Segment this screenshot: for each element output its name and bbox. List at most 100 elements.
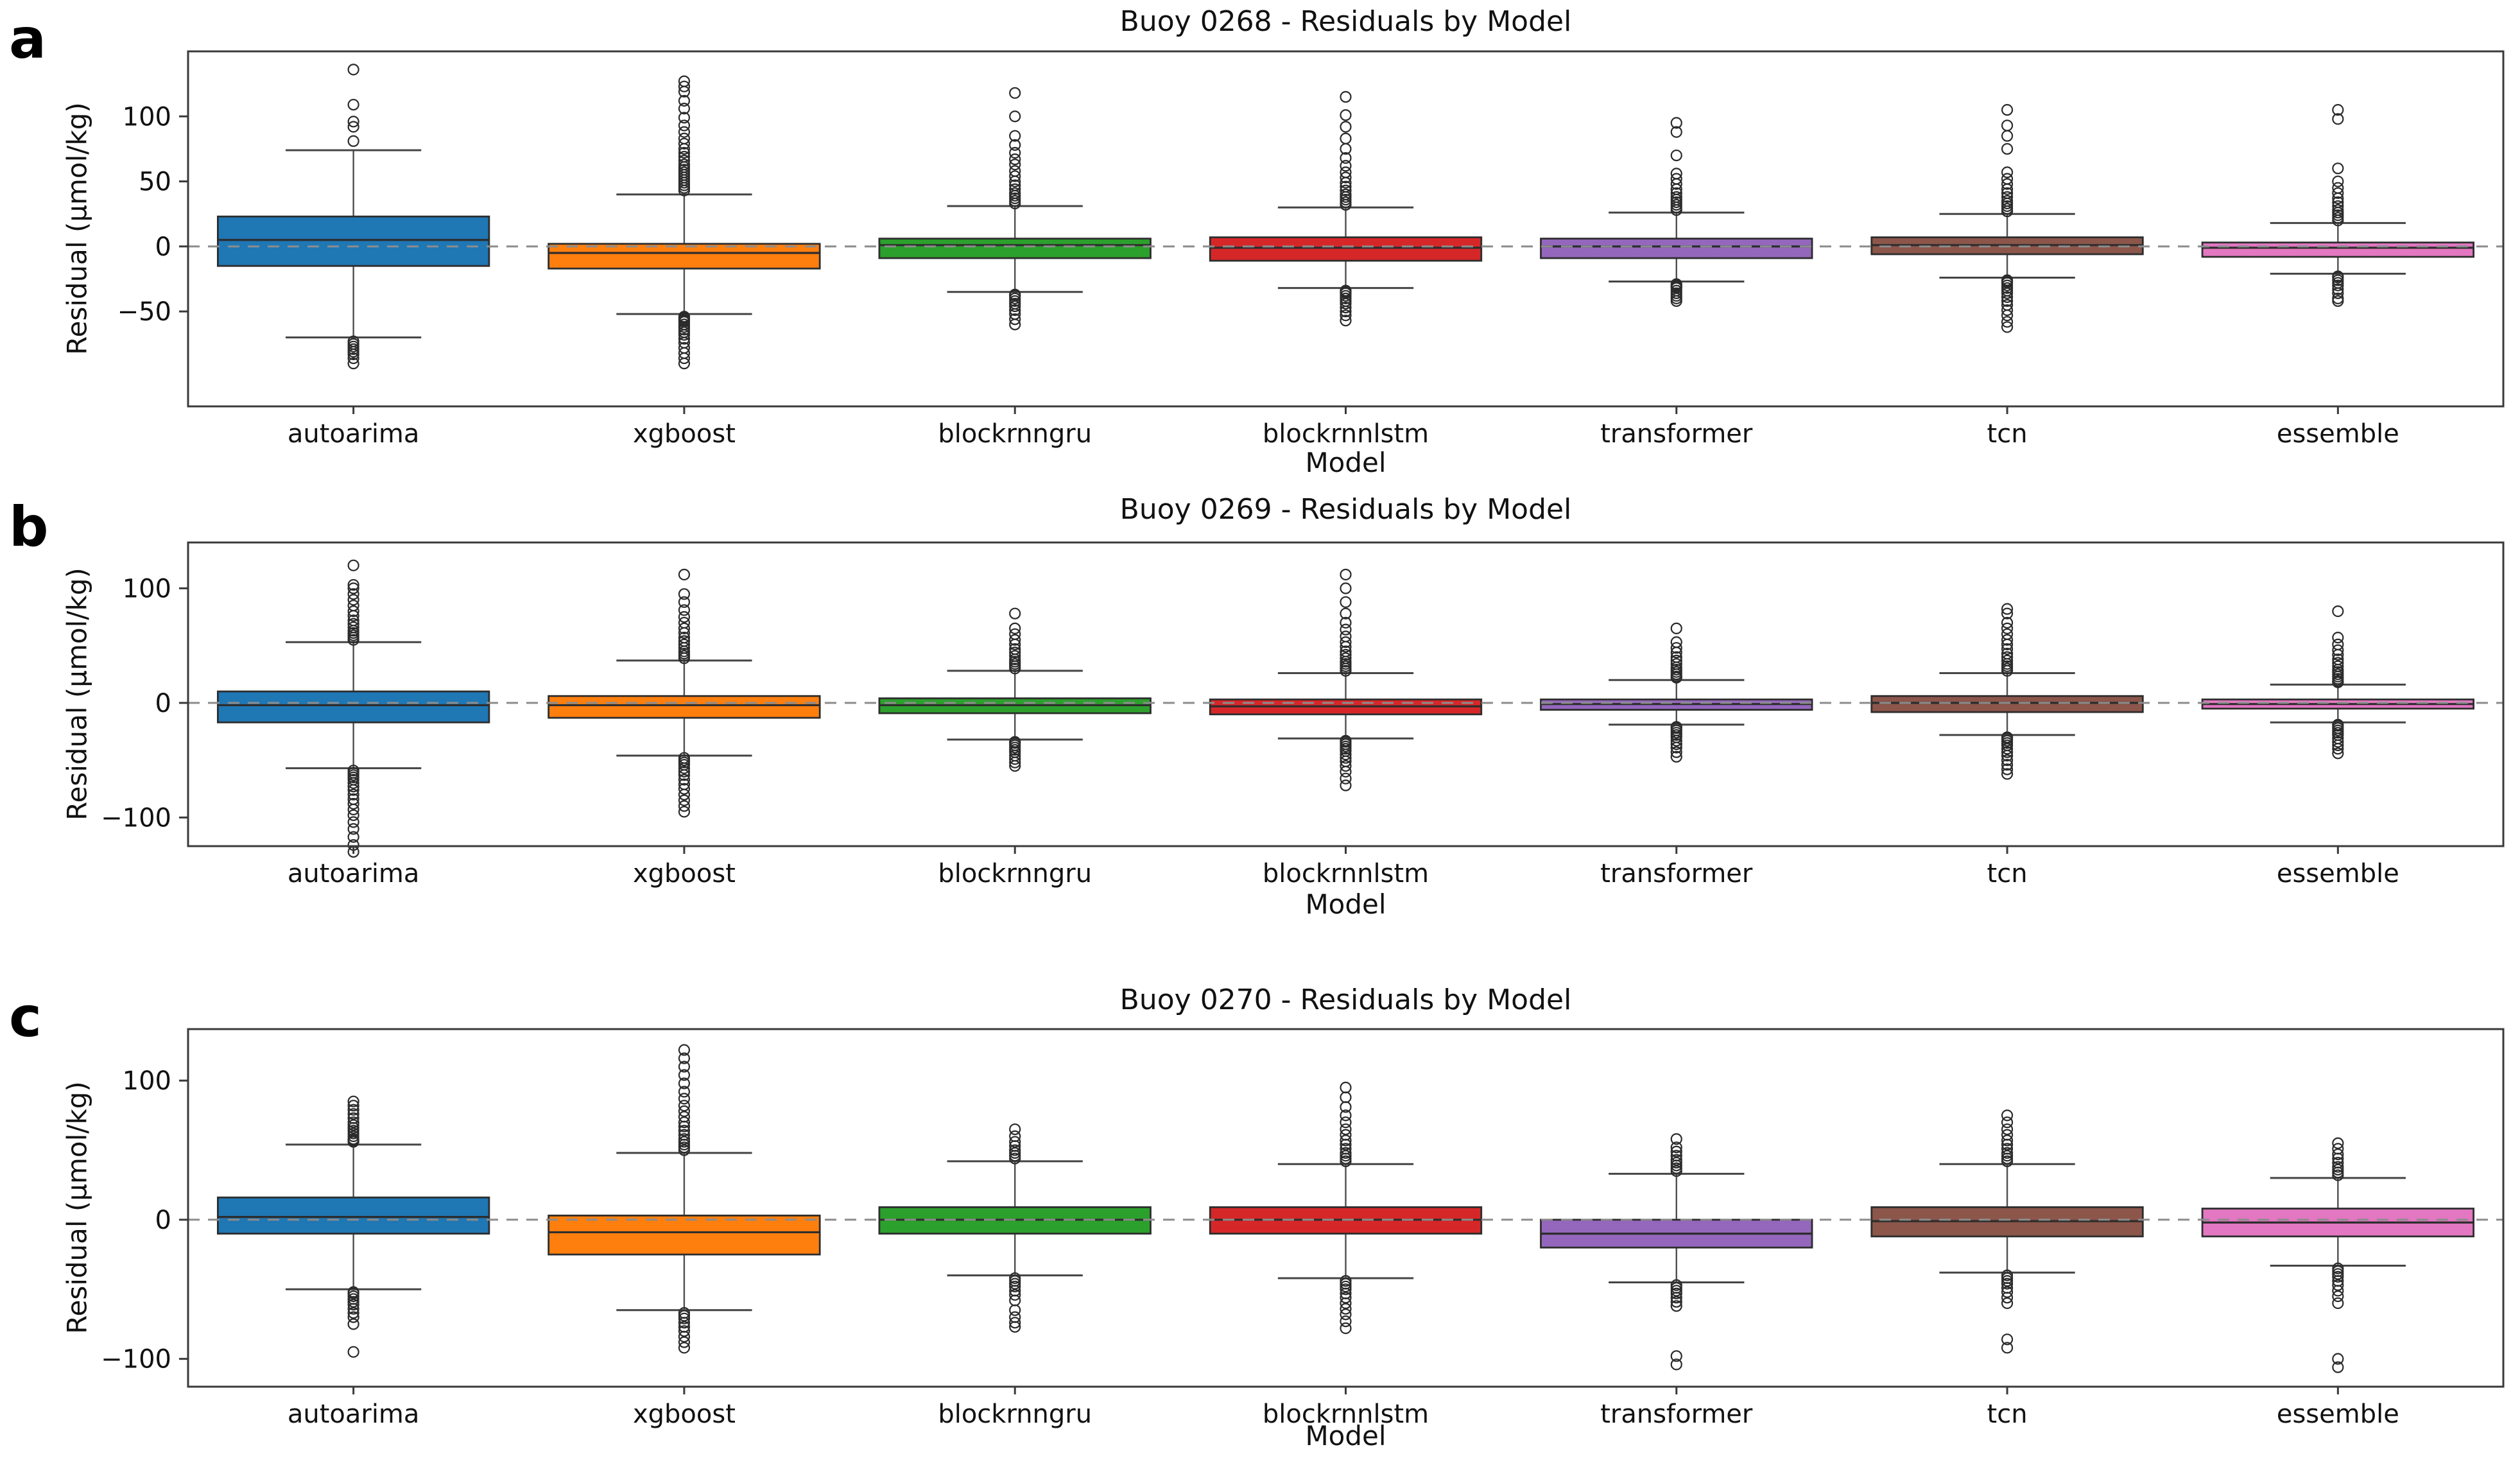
outlier-point — [678, 329, 691, 341]
outlier-point — [1340, 749, 1352, 761]
outlier-point — [347, 1095, 359, 1107]
y-tick-label: 0 — [155, 689, 171, 718]
outlier-point — [347, 797, 359, 810]
outlier-point — [347, 559, 359, 571]
outlier-point — [2332, 196, 2344, 209]
panel-title-b: Buoy 0269 - Residuals by Model — [1119, 493, 1572, 526]
outlier-point — [347, 121, 359, 133]
outlier-point — [347, 578, 359, 591]
outlier-point — [1009, 756, 1021, 768]
x-tick-label-tcn: tcn — [1987, 419, 2028, 449]
outlier-point — [347, 1116, 359, 1129]
boxplot-blockrnngru — [878, 205, 1152, 293]
outlier-point — [2001, 616, 2014, 629]
outlier-point — [1009, 634, 1021, 646]
outlier-point — [347, 1100, 359, 1112]
box-tcn — [1870, 695, 2144, 713]
outlier-point — [2332, 200, 2344, 212]
outlier-point — [678, 333, 691, 345]
y-tick-label: 100 — [123, 574, 171, 603]
outlier-point — [347, 600, 359, 612]
boxplot-tcn — [1870, 212, 2144, 279]
outlier-point — [2001, 1342, 2014, 1354]
outlier-point — [347, 594, 359, 606]
outlier-point — [1009, 1280, 1021, 1293]
outlier-point — [2332, 175, 2344, 187]
outlier-point — [1340, 188, 1352, 200]
outlier-point — [678, 1116, 691, 1129]
outlier-point — [347, 816, 359, 828]
outliers-essemble — [2332, 605, 2344, 759]
outlier-point — [2001, 166, 2014, 178]
outlier-point — [678, 604, 691, 616]
outlier-point — [1670, 1300, 1682, 1312]
outlier-point — [2001, 654, 2014, 666]
outlier-point — [678, 794, 691, 806]
outlier-point — [678, 783, 691, 795]
x-tick-label-blockrnnlstm: blockrnnlstm — [1263, 859, 1429, 889]
outlier-point — [2001, 304, 2014, 316]
outlier-point — [2001, 743, 2014, 755]
outlier-point — [1340, 152, 1352, 164]
outlier-point — [1340, 309, 1352, 322]
outlier-point — [678, 635, 691, 647]
outlier-point — [1670, 173, 1682, 185]
outlier-point — [2001, 754, 2014, 767]
outlier-point — [1340, 636, 1352, 648]
outlier-point — [678, 622, 691, 634]
panel-a: 100 50 0 −50 autoarima xgboost blockrnngru bloc… — [117, 50, 2505, 449]
outlier-point — [678, 126, 691, 138]
outlier-point — [2001, 1147, 2014, 1159]
x-tick-label-xgboost: xgboost — [633, 1400, 736, 1429]
outlier-point — [1340, 301, 1352, 314]
outlier-point — [2001, 119, 2014, 132]
outlier-point — [2332, 743, 2344, 755]
outliers-blockrnnlstm — [1340, 568, 1352, 792]
boxplot-transformer — [1540, 1172, 1813, 1283]
outliers-xgboost — [678, 1044, 691, 1354]
outlier-point — [2001, 763, 2014, 776]
boxplot-xgboost — [548, 659, 821, 757]
panel-letter-b: b — [9, 495, 49, 559]
outlier-point — [2332, 632, 2344, 644]
outlier-point — [1009, 318, 1021, 331]
outlier-point — [2001, 321, 2014, 333]
outlier-point — [2332, 1285, 2344, 1297]
outliers-autoarima — [347, 559, 359, 858]
outlier-point — [1340, 306, 1352, 318]
outlier-point — [2001, 643, 2014, 655]
outlier-point — [678, 150, 691, 163]
outlier-point — [678, 1317, 691, 1329]
outlier-point — [2001, 1333, 2014, 1346]
outlier-point — [1009, 130, 1021, 142]
outlier-point — [1340, 1147, 1352, 1159]
outlier-point — [2332, 653, 2344, 666]
outlier-point — [1340, 109, 1352, 121]
outlier-point — [347, 784, 359, 796]
outlier-point — [678, 1044, 691, 1056]
outlier-point — [678, 137, 691, 150]
outlier-point — [2332, 295, 2344, 308]
outlier-point — [678, 1093, 691, 1105]
outlier-point — [347, 614, 359, 627]
outlier-point — [1670, 1292, 1682, 1304]
outlier-point — [1009, 646, 1021, 659]
outlier-point — [2332, 736, 2344, 748]
outlier-point — [1009, 165, 1021, 177]
outlier-point — [678, 568, 691, 581]
outlier-point — [347, 1303, 359, 1315]
outlier-point — [1009, 607, 1021, 620]
x-tick-label-essemble: essemble — [2277, 419, 2399, 449]
y-axis-label-c: Residual (μmol/kg) — [61, 1081, 93, 1334]
panel-letter-c: c — [9, 985, 42, 1050]
outlier-point — [678, 762, 691, 774]
outlier-point — [2332, 638, 2344, 650]
outlier-point — [1670, 741, 1682, 754]
outlier-point — [1670, 1287, 1682, 1299]
outlier-point — [1670, 168, 1682, 180]
outlier-point — [2332, 1290, 2344, 1303]
outlier-point — [2001, 1292, 2014, 1304]
outlier-point — [347, 777, 359, 789]
outlier-point — [347, 1112, 359, 1124]
outlier-point — [678, 1100, 691, 1112]
